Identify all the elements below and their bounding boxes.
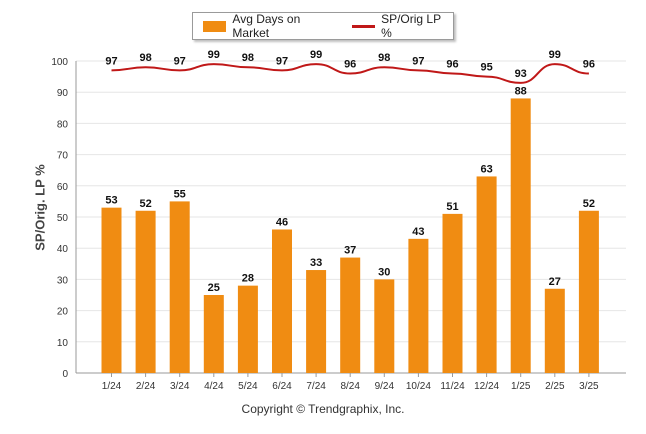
x-tick-label: 12/24 bbox=[474, 381, 499, 392]
line-data-label: 99 bbox=[310, 49, 322, 61]
y-axis-title: SP/Orig. LP % bbox=[33, 148, 48, 268]
legend-item-bar: Avg Days on Market bbox=[193, 12, 338, 40]
bar-data-label: 33 bbox=[310, 257, 322, 269]
bar bbox=[170, 201, 190, 373]
bar-data-label: 52 bbox=[583, 198, 595, 210]
bar-data-label: 30 bbox=[378, 266, 390, 278]
y-tick-label: 70 bbox=[57, 151, 69, 162]
line-data-label: 96 bbox=[344, 58, 356, 70]
x-tick-label: 6/24 bbox=[272, 381, 292, 392]
legend-swatch-line bbox=[352, 25, 375, 28]
bar bbox=[511, 98, 531, 373]
x-tick-label: 4/24 bbox=[204, 381, 224, 392]
y-tick-label: 50 bbox=[57, 213, 69, 224]
line-data-label: 97 bbox=[174, 55, 186, 67]
bar-data-label: 46 bbox=[276, 216, 288, 228]
x-tick-label: 3/24 bbox=[170, 381, 190, 392]
line-data-label: 99 bbox=[208, 49, 220, 61]
x-tick-label: 1/25 bbox=[511, 381, 531, 392]
line-data-label: 93 bbox=[515, 68, 527, 80]
line-data-label: 96 bbox=[446, 58, 458, 70]
x-tick-label: 10/24 bbox=[406, 381, 431, 392]
legend-item-line: SP/Orig LP % bbox=[338, 12, 453, 40]
bar-data-label: 27 bbox=[549, 276, 561, 288]
x-tick-label: 3/25 bbox=[579, 381, 599, 392]
y-tick-label: 60 bbox=[57, 182, 69, 193]
x-tick-label: 1/24 bbox=[102, 381, 122, 392]
bar bbox=[340, 258, 360, 373]
bar-data-label: 43 bbox=[412, 226, 424, 238]
bar-data-label: 52 bbox=[139, 198, 151, 210]
line-data-label: 97 bbox=[412, 55, 424, 67]
line-data-label: 98 bbox=[378, 52, 390, 64]
x-tick-label: 8/24 bbox=[340, 381, 360, 392]
bar-data-label: 37 bbox=[344, 245, 356, 257]
bar bbox=[204, 295, 224, 373]
x-tick-label: 11/24 bbox=[440, 381, 465, 392]
line-data-label: 97 bbox=[276, 55, 288, 67]
y-tick-label: 80 bbox=[57, 119, 69, 130]
line-data-label: 96 bbox=[583, 58, 595, 70]
bar-data-label: 28 bbox=[242, 273, 254, 285]
x-tick-label: 7/24 bbox=[306, 381, 326, 392]
bar bbox=[408, 239, 428, 373]
x-tick-label: 5/24 bbox=[238, 381, 258, 392]
bar-data-label: 55 bbox=[174, 188, 186, 200]
copyright-text: Copyright © Trendgraphix, Inc. bbox=[0, 402, 646, 416]
bar-data-label: 25 bbox=[208, 282, 220, 294]
bar bbox=[272, 229, 292, 373]
y-tick-label: 90 bbox=[57, 88, 69, 99]
line-data-label: 98 bbox=[139, 52, 151, 64]
legend: Avg Days on Market SP/Orig LP % bbox=[192, 12, 454, 40]
chart: 0 10 20 30 40 50 60 70 80 90 100 53 52 55 25 28 46 33 37 3… bbox=[0, 0, 646, 434]
line-data-label: 99 bbox=[549, 49, 561, 61]
y-tick-label: 100 bbox=[51, 57, 68, 68]
bar bbox=[477, 176, 497, 373]
line-series: 97 98 97 99 98 97 99 96 98 97 96 95 93 99 96 bbox=[105, 49, 595, 83]
line-data-label: 98 bbox=[242, 52, 254, 64]
line-data-label: 97 bbox=[105, 55, 117, 67]
bar bbox=[579, 211, 599, 373]
y-tick-label: 10 bbox=[57, 338, 69, 349]
bar bbox=[102, 208, 122, 373]
bar-data-label: 53 bbox=[105, 195, 117, 207]
bar-data-label: 63 bbox=[480, 163, 492, 175]
legend-label-bar: Avg Days on Market bbox=[232, 12, 337, 40]
bar-series: 53 52 55 25 28 46 33 37 30 43 51 63 88 27 52 bbox=[102, 85, 599, 373]
x-tick-label: 2/25 bbox=[545, 381, 565, 392]
bar bbox=[238, 286, 258, 373]
x-axis-labels: 1/24 2/24 3/24 4/24 5/24 6/24 7/24 8/24 9/24 10/2… bbox=[102, 373, 599, 392]
y-tick-label: 40 bbox=[57, 244, 69, 255]
x-tick-label: 9/24 bbox=[375, 381, 395, 392]
y-tick-label: 30 bbox=[57, 275, 69, 286]
bar bbox=[306, 270, 326, 373]
bar-data-label: 88 bbox=[515, 85, 527, 97]
legend-label-line: SP/Orig LP % bbox=[381, 12, 453, 40]
bar bbox=[374, 279, 394, 373]
x-tick-label: 2/24 bbox=[136, 381, 156, 392]
line-data-label: 95 bbox=[480, 62, 492, 74]
bar bbox=[136, 211, 156, 373]
y-tick-label: 20 bbox=[57, 307, 69, 318]
legend-swatch-bar bbox=[203, 21, 226, 32]
y-tick-label: 0 bbox=[62, 369, 68, 380]
y-axis-ticks: 0 10 20 30 40 50 60 70 80 90 100 bbox=[51, 57, 68, 380]
bar bbox=[545, 289, 565, 373]
bar bbox=[443, 214, 463, 373]
bar-data-label: 51 bbox=[446, 201, 458, 213]
